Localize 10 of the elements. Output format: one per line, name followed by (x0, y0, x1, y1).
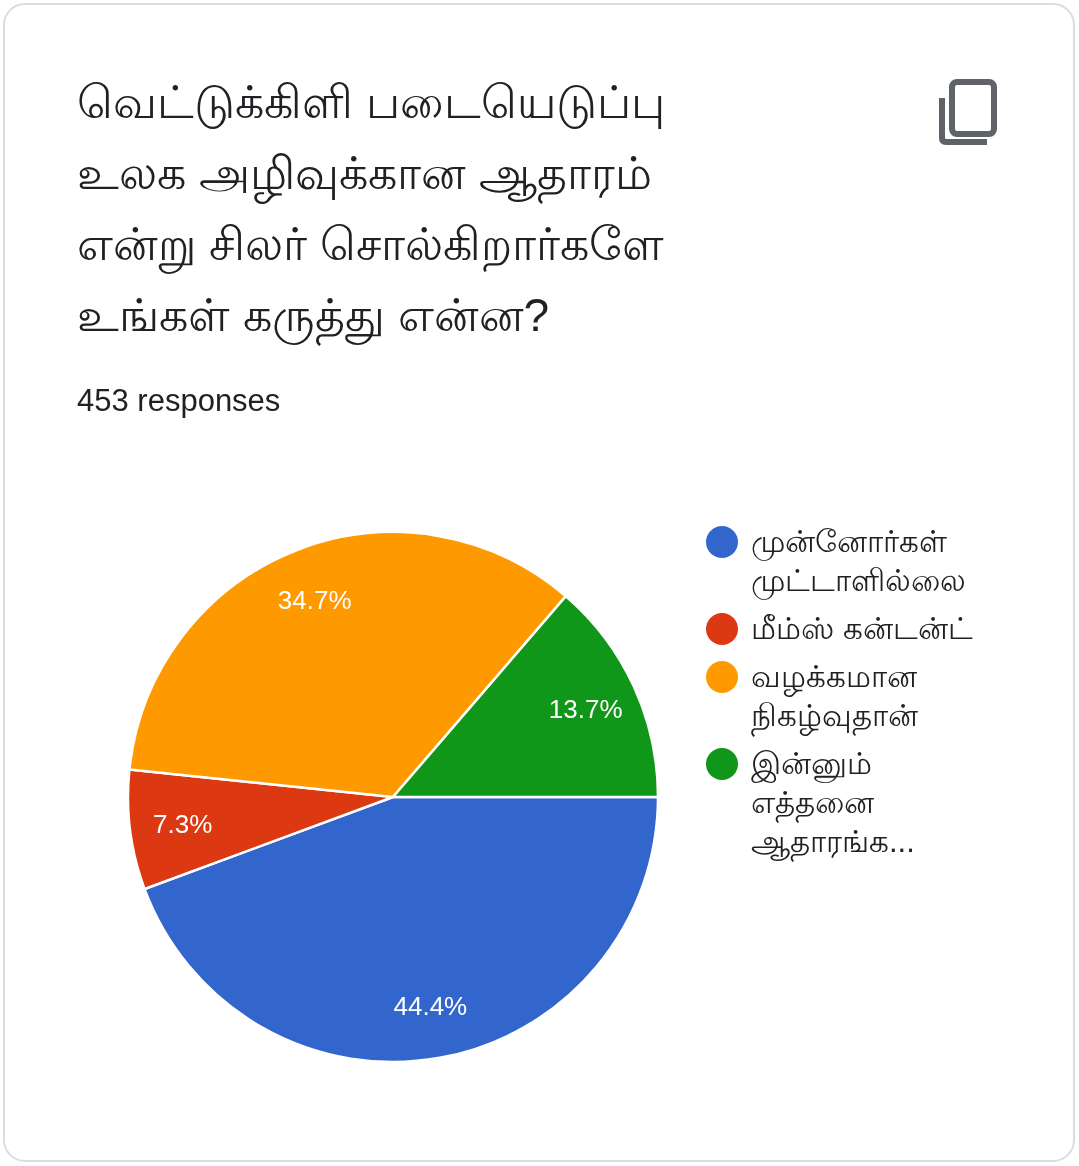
legend-label: வழக்கமான நிகழ்வுதான் (751, 658, 919, 735)
data-label: 34.7% (277, 584, 352, 615)
legend-label: இன்னும் எத்தனை ஆதாரங்க... (751, 745, 916, 861)
data-label: 44.4% (393, 990, 468, 1021)
legend-label: மீம்ஸ் கன்டன்ட் (751, 610, 974, 648)
chart-title: வெட்டுக்கிளி படையெடுப்பு உலக அழிவுக்கான ஆதாரம் என்று சிலர் சொல்கிறார்களே உங்கள் கருத்து என்ன? (77, 75, 666, 348)
data-label: 7.3% (153, 808, 213, 839)
chart-subtitle: 453 responses (77, 383, 281, 419)
data-label: 13.7% (548, 693, 623, 724)
legend-label: முன்னோர்கள் முட்டாளில்லை (751, 523, 967, 600)
